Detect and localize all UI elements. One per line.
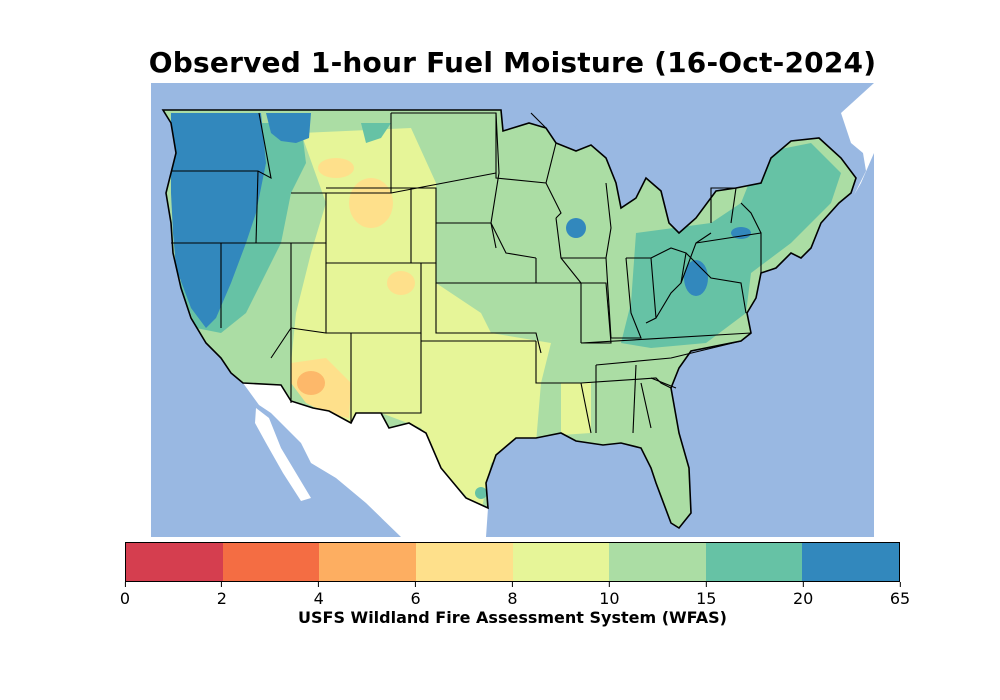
country-outline	[161, 109, 857, 530]
state-borders	[171, 112, 762, 434]
colorbar-tick: 15	[696, 582, 716, 608]
colorbar-tick: 10	[599, 582, 620, 608]
colorbar-tick: 65	[890, 582, 910, 608]
map-title: Observed 1-hour Fuel Moisture (16-Oct-20…	[148, 46, 877, 79]
colorbar-tick-label: 0	[119, 589, 131, 608]
colorbar-tick-label: 6	[410, 589, 421, 608]
colorbar-tick-label: 8	[507, 589, 518, 608]
colorbar-tick: 2	[217, 582, 227, 608]
fuel-moisture-map	[151, 83, 874, 537]
colorbar-tick: 0	[120, 582, 130, 608]
colorbar-tick-label: 4	[313, 589, 324, 608]
colorbar-segment	[802, 543, 899, 581]
baja-california	[255, 408, 311, 501]
colorbar-tick-label: 15	[696, 589, 717, 608]
colorbar-segment	[222, 543, 320, 581]
colorbar-segment	[609, 543, 706, 581]
colorbar-tick: 20	[793, 582, 813, 608]
colorbar-tick: 6	[411, 582, 421, 608]
colorbar-tick-label: 10	[599, 589, 620, 608]
colorbar-tick-label: 65	[889, 589, 911, 608]
colorbar-tick: 8	[507, 582, 518, 608]
colorbar	[125, 542, 900, 582]
colorbar-tick: 4	[314, 582, 324, 608]
colorbar-segment	[126, 543, 223, 581]
nova-scotia	[841, 83, 874, 195]
colorbar-segment	[415, 543, 513, 581]
colorbar-label: USFS Wildland Fire Assessment System (WF…	[298, 608, 727, 627]
colorbar-ticks: 0 2 4 6 8 10 15 20 65	[120, 582, 910, 612]
colorbar-tick-label: 20	[792, 589, 814, 608]
colorbar-segment	[319, 543, 416, 581]
mexico-land	[243, 383, 488, 537]
colorbar-segment	[512, 543, 610, 581]
colorbar-segment	[705, 543, 803, 581]
colorbar-tick-label: 2	[216, 589, 227, 608]
